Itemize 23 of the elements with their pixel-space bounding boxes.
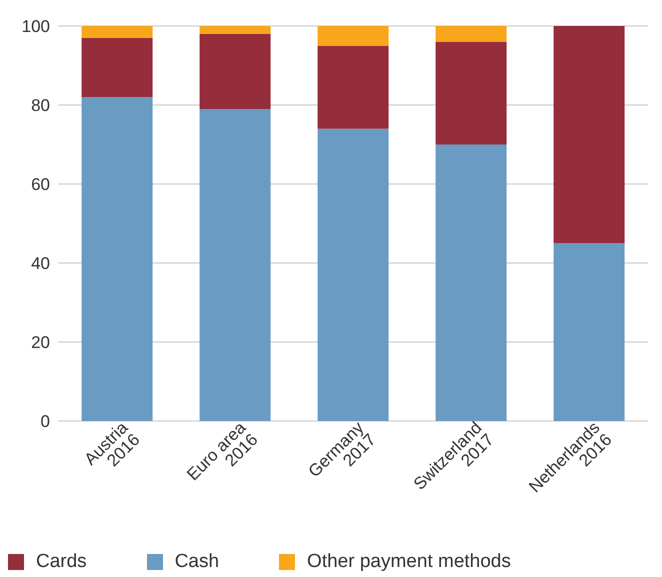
legend-label: Cards bbox=[36, 551, 87, 572]
y-tick-label: 80 bbox=[31, 96, 50, 116]
bar bbox=[318, 26, 389, 46]
y-tick-label: 100 bbox=[22, 17, 50, 36]
y-tick-label: 20 bbox=[31, 333, 50, 352]
bar bbox=[318, 128, 389, 421]
legend-label: Other payment methods bbox=[307, 551, 511, 572]
y-tick-label: 60 bbox=[31, 175, 50, 194]
bar bbox=[318, 46, 389, 129]
bar bbox=[554, 243, 625, 421]
bar bbox=[436, 42, 507, 144]
y-tick-label: 0 bbox=[40, 412, 50, 432]
bar bbox=[436, 26, 507, 42]
y-tick-label: 40 bbox=[31, 254, 50, 274]
bar bbox=[82, 97, 153, 421]
bar bbox=[82, 26, 153, 38]
legend-label: Cash bbox=[174, 551, 220, 572]
bar bbox=[200, 108, 271, 421]
bar bbox=[436, 144, 507, 421]
bar bbox=[554, 26, 625, 244]
bar bbox=[82, 38, 153, 98]
bar bbox=[200, 26, 271, 34]
bar bbox=[200, 34, 271, 109]
